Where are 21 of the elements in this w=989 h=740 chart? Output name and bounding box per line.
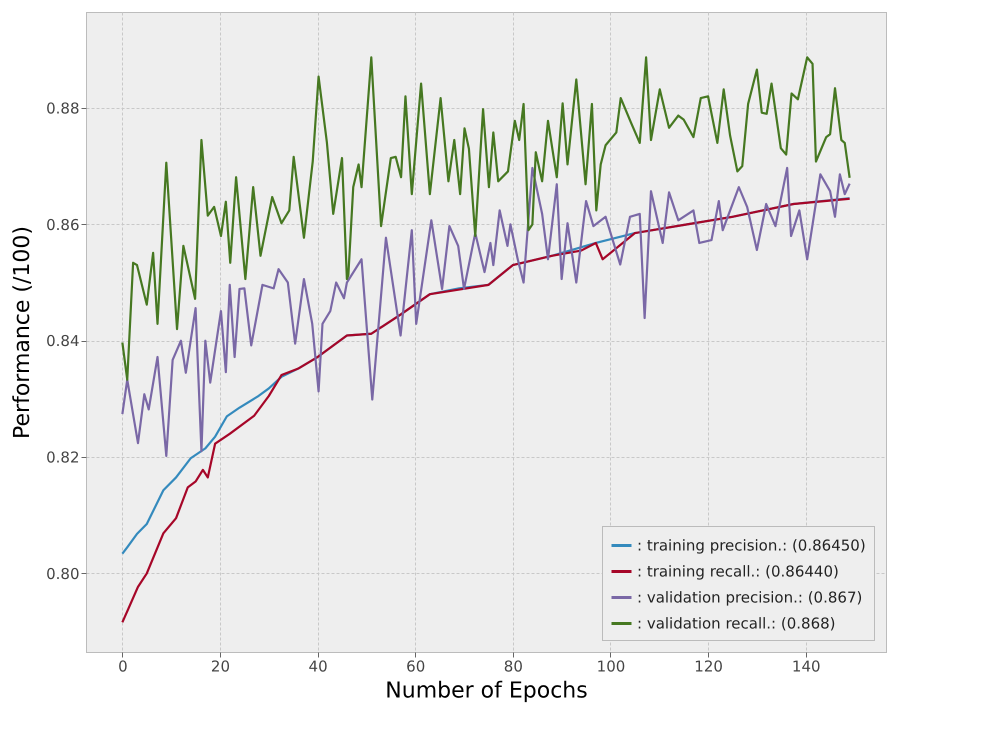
x-tick-label: 120	[694, 658, 723, 676]
legend-label: : training recall.: (0.86440)	[637, 562, 839, 580]
y-axis-title: Performance (/100)	[10, 226, 36, 439]
y-tick-label: 0.82	[46, 448, 80, 467]
line-series	[121, 56, 851, 381]
x-axis-title: Number of Epochs	[385, 678, 588, 704]
y-tick-label: 0.84	[46, 332, 80, 350]
x-tick-label: 140	[792, 658, 821, 676]
y-tick-label: 0.80	[46, 564, 80, 583]
legend-label: : validation recall.: (0.868)	[637, 614, 836, 632]
line-series	[121, 166, 851, 458]
legend-label: : validation precision.: (0.867)	[637, 588, 862, 606]
x-tick-label: 20	[210, 658, 230, 676]
y-tick-label: 0.88	[46, 100, 80, 118]
x-tick-label: 80	[504, 658, 523, 676]
x-tick-label: 0	[118, 658, 128, 676]
x-tick-label: 100	[596, 658, 626, 676]
legend-label: : training precision.: (0.86450)	[637, 536, 866, 554]
x-tick-label: 60	[406, 658, 426, 676]
x-tick-label: 40	[308, 658, 328, 676]
y-tick-label: 0.86	[46, 216, 80, 234]
